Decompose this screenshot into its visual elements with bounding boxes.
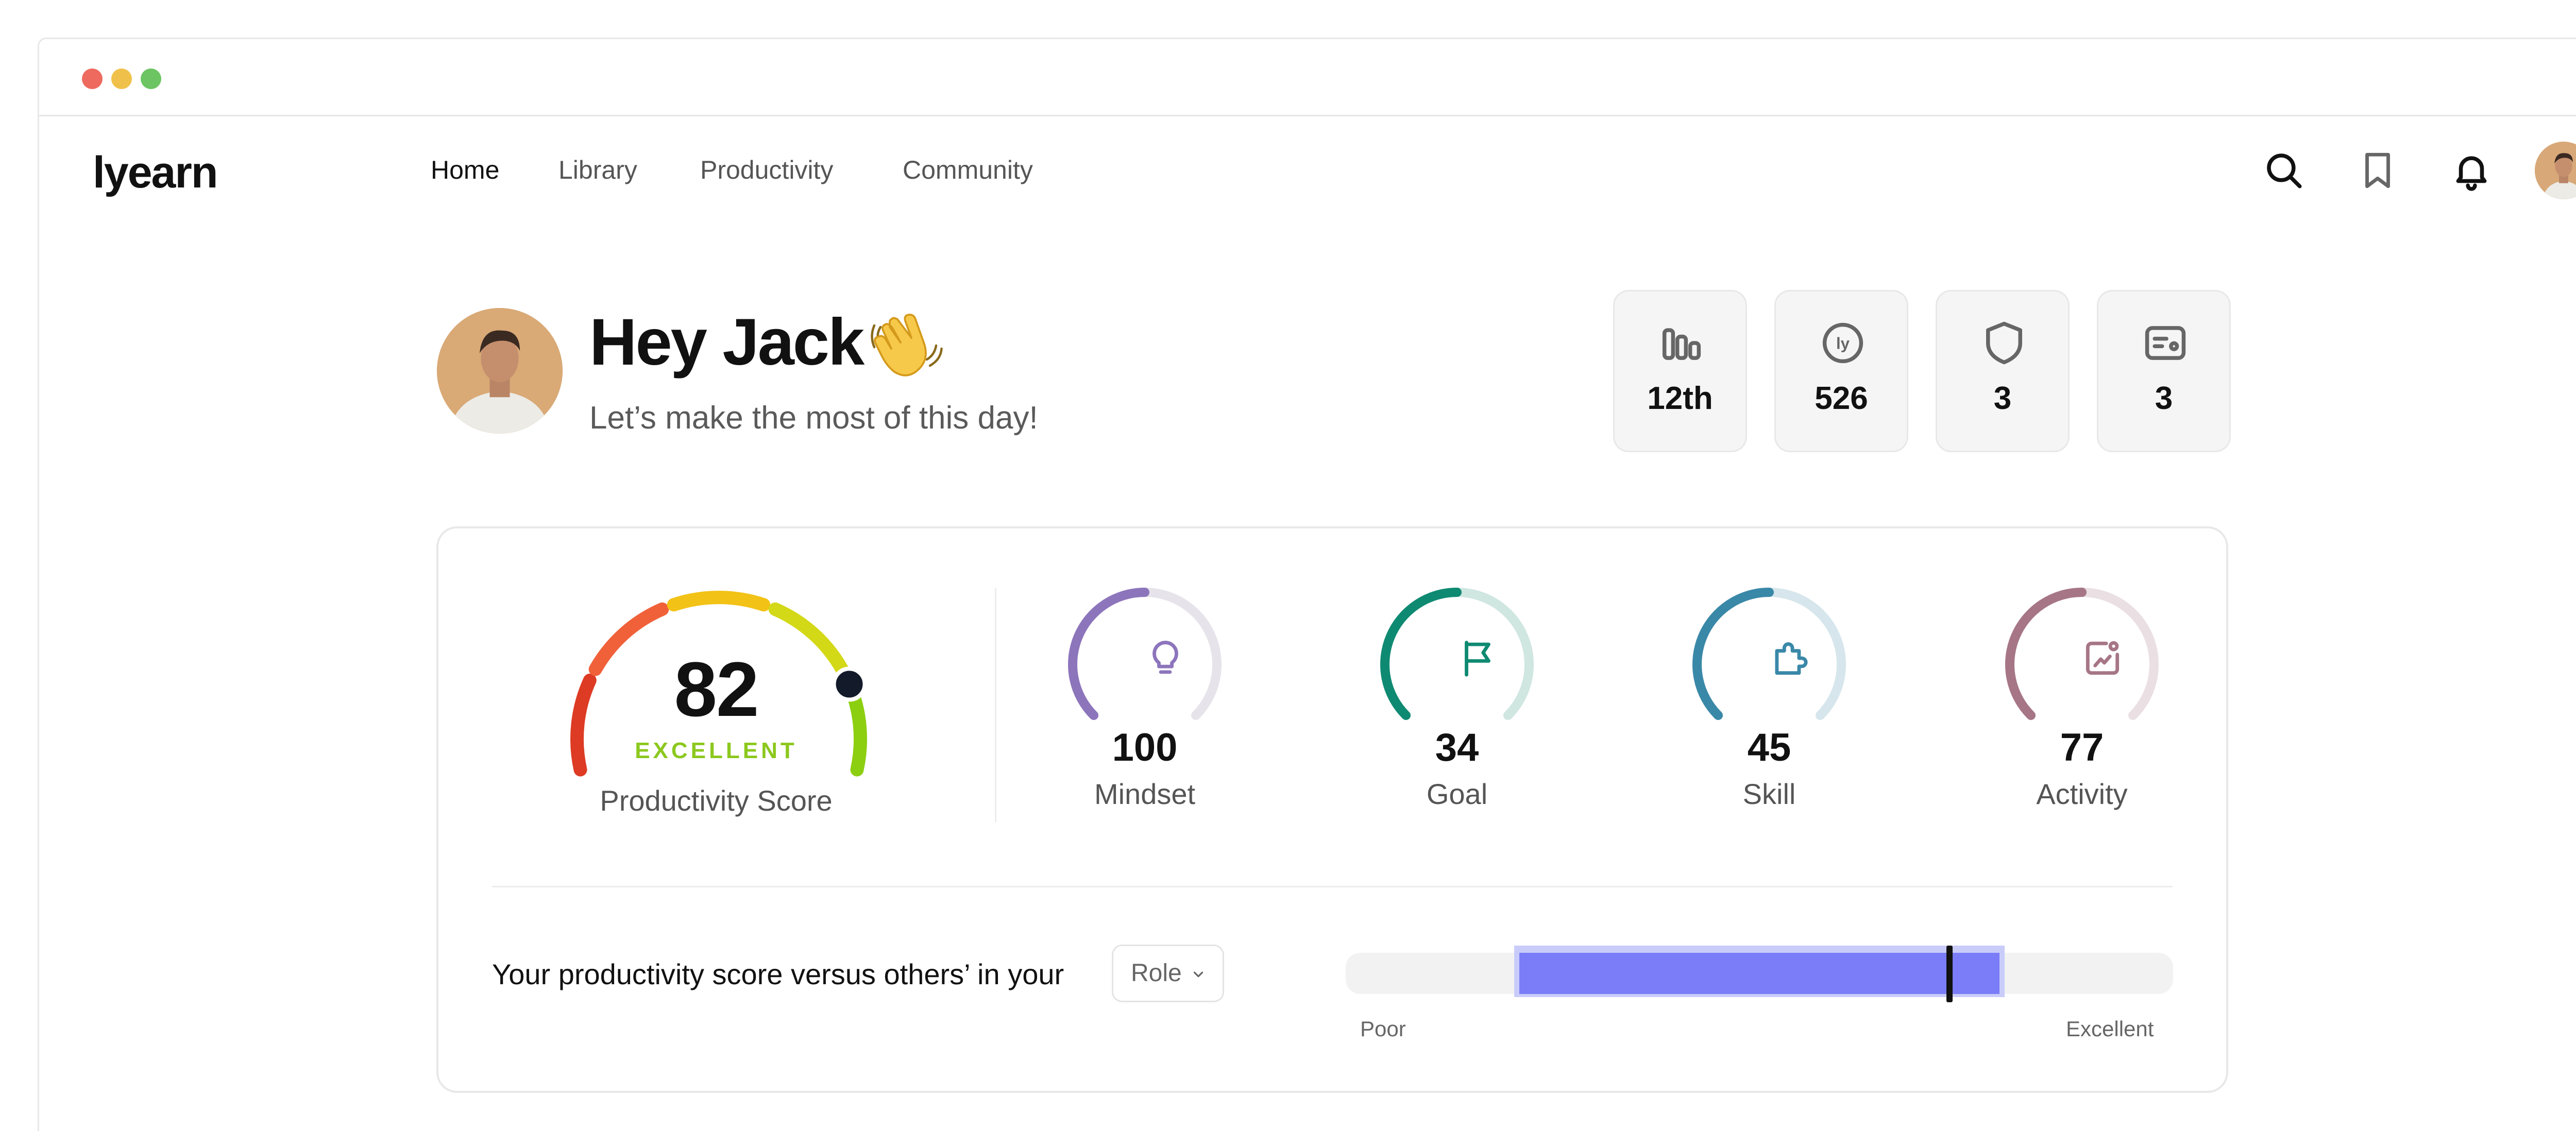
scale-max-label: Excellent <box>2066 1017 2154 1041</box>
distribution-range <box>1519 953 1999 994</box>
user-avatar[interactable] <box>2535 142 2576 199</box>
role-dropdown[interactable]: Role <box>1112 945 1224 1002</box>
puzzle-icon <box>1747 636 1808 680</box>
stat-badges[interactable]: 3 <box>1936 290 2070 452</box>
metric-skill-label: Skill <box>1742 778 1796 810</box>
productivity-score-value: 82 <box>674 646 759 732</box>
stat-certificates-value: 3 <box>2155 381 2173 416</box>
productivity-gauge <box>551 577 886 783</box>
metric-goal[interactable]: 34 Goal <box>1354 582 1560 829</box>
nav-community[interactable]: Community <box>903 156 1033 184</box>
metric-activity[interactable]: 77 Activity <box>1979 582 2185 829</box>
gauge-segment <box>667 591 771 612</box>
gauge-segment <box>570 673 597 777</box>
gauge-segment <box>768 602 849 676</box>
role-dropdown-value: Role <box>1131 959 1182 987</box>
bell-icon[interactable] <box>2450 149 2493 192</box>
profile-avatar[interactable] <box>437 308 563 434</box>
metric-activity-label: Activity <box>2036 778 2128 810</box>
productivity-grade: EXCELLENT <box>635 738 798 763</box>
stat-badges-value: 3 <box>1993 381 2012 416</box>
stat-rank[interactable]: 12th <box>1613 290 1747 452</box>
ring-progress <box>2005 588 2087 720</box>
your-score-marker <box>1946 946 1953 1002</box>
shield-icon <box>1978 317 2030 369</box>
bookmark-icon[interactable] <box>2357 149 2399 192</box>
leaderboard-icon <box>1656 317 1707 369</box>
gauge-indicator <box>832 666 867 702</box>
ring-progress <box>1068 588 1149 720</box>
nav-home[interactable]: Home <box>431 156 500 184</box>
comparison-text: Your productivity score versus others’ i… <box>492 958 1064 990</box>
chevron-down-icon <box>1191 967 1206 982</box>
waving-hand-emoji <box>867 304 944 381</box>
ring-progress <box>1380 588 1462 720</box>
metric-mindset-label: Mindset <box>1094 778 1196 810</box>
horizontal-divider <box>492 886 2173 887</box>
nav-library[interactable]: Library <box>558 156 637 184</box>
nav-productivity[interactable]: Productivity <box>700 156 834 184</box>
app-logo[interactable]: lyearn <box>93 148 218 197</box>
stat-rank-value: 12th <box>1647 381 1713 416</box>
window-titlebar <box>39 39 2576 116</box>
metric-skill-value: 45 <box>1747 726 1791 769</box>
metric-activity-value: 77 <box>2060 726 2104 769</box>
minimize-window-button[interactable] <box>111 68 132 89</box>
certificate-icon <box>2140 317 2191 369</box>
vertical-divider <box>995 588 996 822</box>
lightbulb-icon <box>1123 636 1178 680</box>
greeting-subtitle: Let’s make the most of this day! <box>589 400 1038 436</box>
lyearn-coin-icon: ly <box>1817 317 1869 369</box>
metric-skill[interactable]: 45 Skill <box>1666 582 1872 829</box>
greeting-title: Hey Jack <box>589 305 865 379</box>
stat-coins-value: 526 <box>1815 381 1868 416</box>
maximize-window-button[interactable] <box>141 68 161 89</box>
metric-mindset[interactable]: 100 Mindset <box>1042 582 1248 829</box>
chart-card-icon <box>2060 636 2120 680</box>
close-window-button[interactable] <box>82 68 103 89</box>
metric-mindset-value: 100 <box>1112 726 1178 769</box>
metric-goal-label: Goal <box>1426 778 1488 810</box>
flag-icon <box>1435 636 1490 680</box>
stat-coins[interactable]: ly 526 <box>1774 290 1908 452</box>
productivity-score-label: Productivity Score <box>600 784 833 817</box>
productivity-card <box>436 526 2228 1093</box>
search-icon[interactable] <box>2263 149 2305 192</box>
svg-text:ly: ly <box>1836 335 1850 353</box>
metric-goal-value: 34 <box>1435 726 1479 769</box>
stat-certificates[interactable]: 3 <box>2097 290 2231 452</box>
gauge-segment <box>588 602 669 676</box>
ring-progress <box>1692 588 1774 720</box>
scale-min-label: Poor <box>1360 1017 1406 1041</box>
